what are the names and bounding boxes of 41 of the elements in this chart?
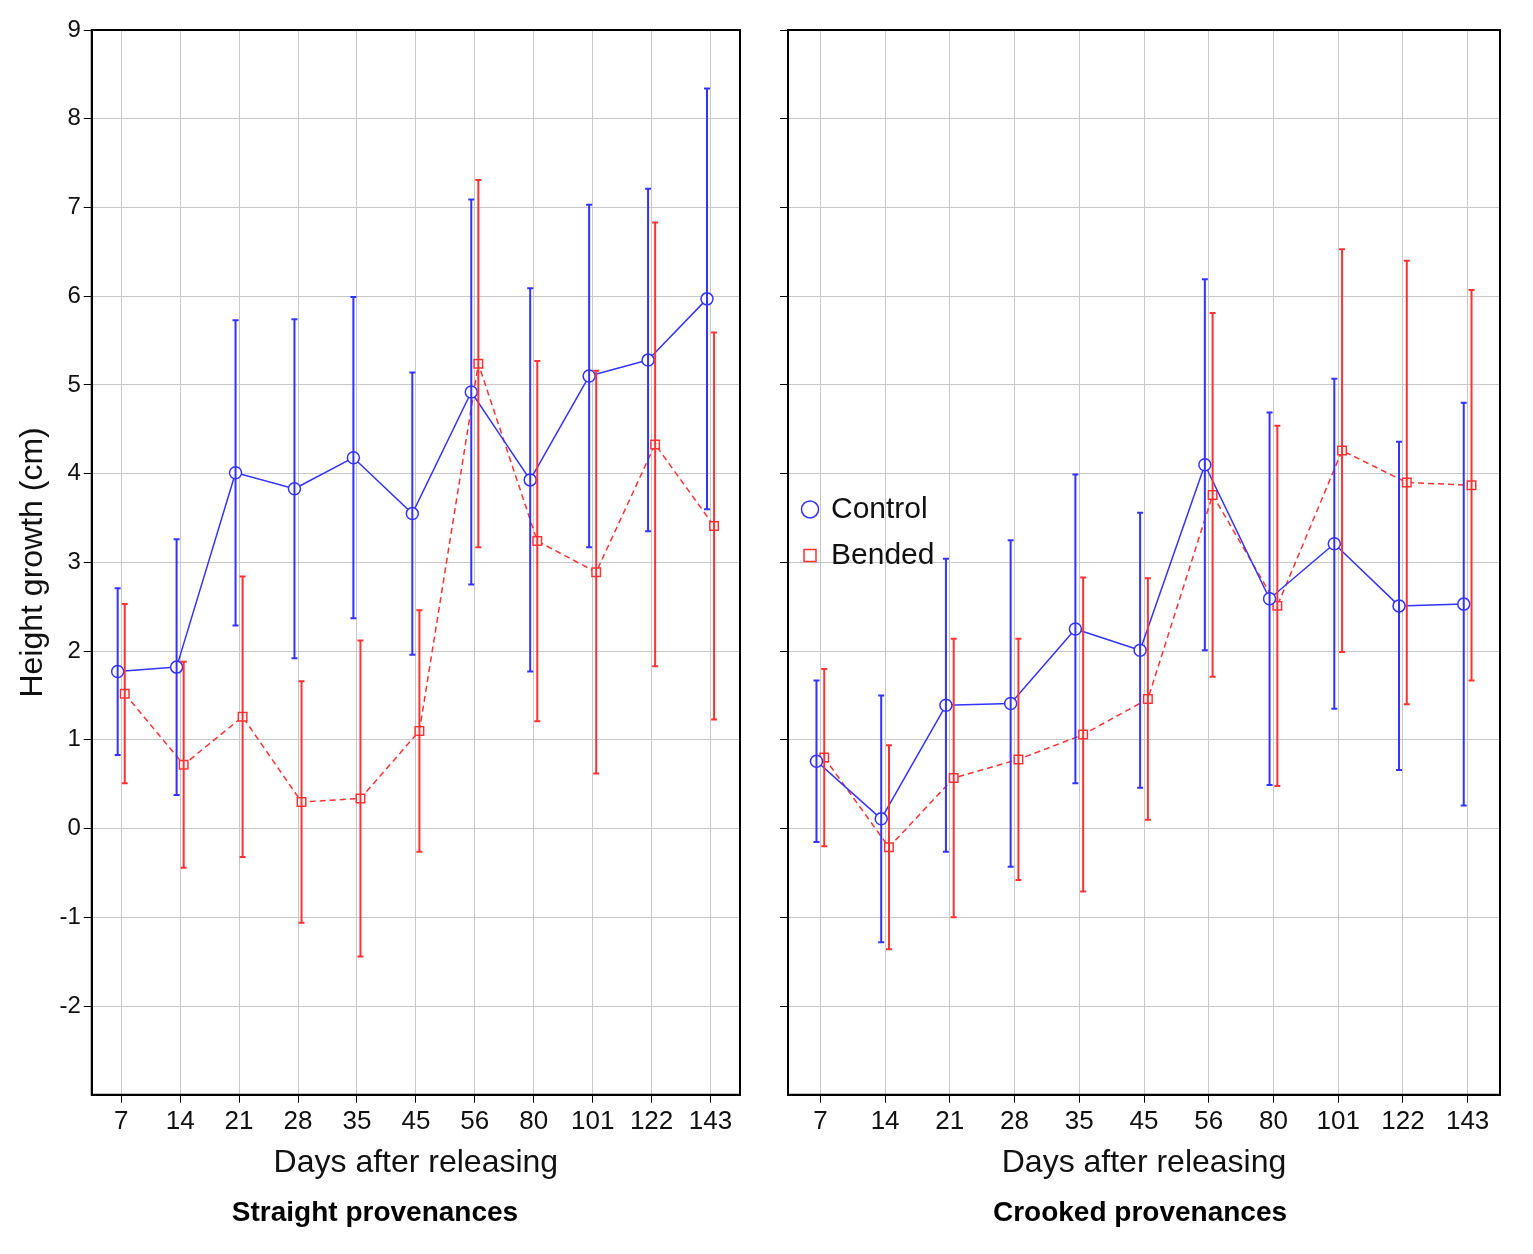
y-tick-label: -1 [59,901,81,929]
x-tick-label: 56 [1194,1104,1224,1135]
x-axis-title: Days after releasing [273,1143,559,1180]
x-tick-label: 45 [401,1104,431,1135]
x-tick-label: 28 [283,1104,313,1135]
y-tick-label: 1 [67,724,81,752]
y-tick-label: 7 [67,192,81,220]
x-tick-label: 35 [1064,1104,1094,1135]
y-tick-label: 8 [67,103,81,131]
x-tick-label: 14 [165,1104,195,1135]
x-tick-label: 80 [1258,1104,1288,1135]
y-tick-label: 0 [67,813,81,841]
x-tick-label: 21 [935,1104,965,1135]
x-tick-label: 80 [519,1104,549,1135]
x-tick-label: 45 [1129,1104,1159,1135]
y-tick-label: 5 [67,369,81,397]
x-tick-label: 101 [1316,1104,1360,1135]
text: Straight provenances [231,1195,519,1227]
y-tick-label: 6 [67,280,81,308]
y-tick-label: 9 [67,14,81,42]
x-tick-label: 143 [688,1104,733,1135]
x-tick-label: 28 [1000,1104,1030,1135]
x-tick-label: 56 [460,1104,490,1135]
x-tick-label: 122 [1381,1104,1425,1135]
y-tick-label: -2 [59,990,81,1018]
y-axis-title: Height growth (cm) [13,427,50,698]
text: Crooked provenances [992,1195,1288,1227]
y-tick-label: 4 [67,458,81,486]
y-tick-label: 3 [67,547,81,575]
x-tick-label: 35 [342,1104,372,1135]
x-axis-title: Days after releasing [1001,1143,1287,1180]
x-tick-label: 7 [113,1104,129,1135]
legend-label: Control [831,490,928,524]
x-tick-label: 14 [870,1104,900,1135]
x-tick-label: 122 [629,1104,674,1135]
y-tick-label: 2 [67,635,81,663]
legend-label: Bended [831,536,935,570]
x-tick-label: 101 [570,1104,615,1135]
x-tick-label: 7 [813,1104,828,1135]
x-tick-label: 143 [1445,1104,1490,1135]
x-tick-label: 21 [224,1104,254,1135]
